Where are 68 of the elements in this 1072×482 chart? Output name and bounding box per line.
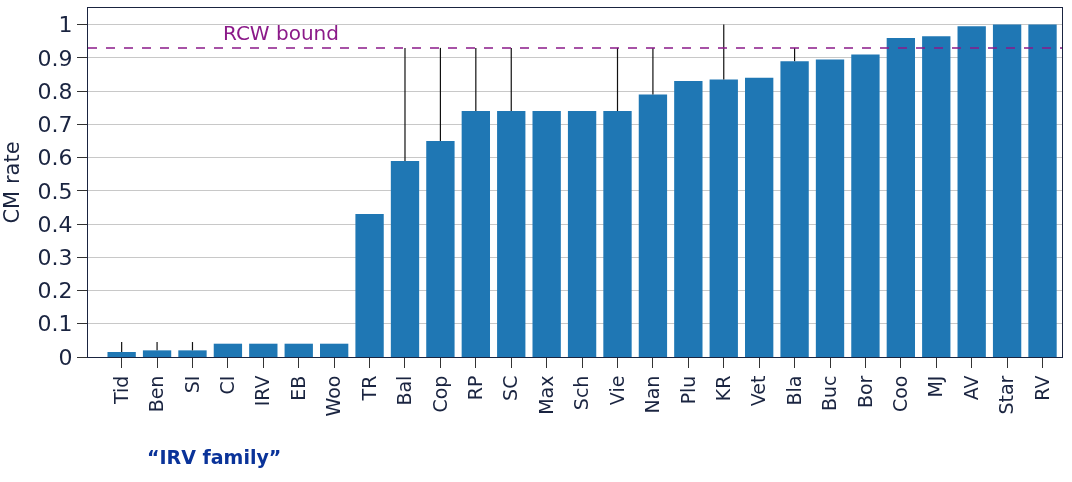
y-tick-label: 0.8 xyxy=(37,78,73,104)
bar xyxy=(638,94,668,357)
y-tick-label: 0 xyxy=(58,344,73,370)
bar xyxy=(886,37,916,357)
bar xyxy=(426,140,455,357)
bar xyxy=(603,111,632,357)
y-tick-label: 0.7 xyxy=(37,112,73,138)
x-tick-label: Vet xyxy=(747,375,770,407)
bar xyxy=(957,26,986,357)
y-tick-label: 0.5 xyxy=(37,178,73,204)
y-tick-label: 0.6 xyxy=(37,145,73,171)
bar xyxy=(319,343,349,357)
x-tick-label: Buc xyxy=(818,375,841,412)
x-tick-label: Tid xyxy=(109,375,132,405)
y-tick-label: 0.9 xyxy=(37,45,73,71)
y-tick-label: 0.4 xyxy=(37,211,73,237)
x-tick-label: EB xyxy=(286,375,309,401)
bar xyxy=(532,111,561,357)
bar xyxy=(674,81,703,357)
bar xyxy=(992,24,1022,357)
bar xyxy=(178,350,207,357)
x-tick-label: Ben xyxy=(145,375,168,413)
bar xyxy=(851,54,880,357)
x-tick-label: Vie xyxy=(605,375,628,406)
bar xyxy=(284,343,313,357)
x-tick-label: RV xyxy=(1030,375,1053,401)
x-tick-label: Star xyxy=(995,375,1018,415)
x-tick-label: Coo xyxy=(889,375,912,413)
x-tick-label: Bal xyxy=(393,375,416,406)
bar xyxy=(709,79,738,357)
bar xyxy=(249,343,278,357)
x-tick-label: Sch xyxy=(570,375,593,411)
y-tick-label: 0.1 xyxy=(37,311,73,337)
x-tick-label: SI xyxy=(180,375,203,394)
x-tick-label: Plu xyxy=(676,375,699,405)
bar xyxy=(107,352,136,357)
x-tick-label: CI xyxy=(216,375,239,395)
y-tick-label: 0.2 xyxy=(37,278,73,304)
y-axis-title: CM rate xyxy=(0,141,24,224)
bar xyxy=(497,111,526,357)
x-tick-label: KR xyxy=(711,375,734,402)
bar xyxy=(1028,24,1057,357)
x-tick-label: AV xyxy=(959,375,982,401)
x-tick-label: MJ xyxy=(924,375,947,398)
x-tick-label: Cop xyxy=(428,375,451,413)
x-tick-label: RP xyxy=(464,375,486,401)
text: “IRV family” xyxy=(147,446,282,468)
x-tick-label: Bla xyxy=(782,375,805,406)
ref-line-label: RCW bound xyxy=(223,21,339,45)
bar xyxy=(142,350,172,357)
x-tick-label: Max xyxy=(534,375,557,415)
x-tick-label: Woo xyxy=(322,375,345,417)
bar xyxy=(922,36,951,357)
bar xyxy=(461,111,490,357)
x-tick-label: TR xyxy=(357,375,380,402)
bar xyxy=(355,214,384,357)
bar xyxy=(567,111,597,357)
bar xyxy=(745,77,774,357)
x-tick-label: Bor xyxy=(853,375,876,409)
y-tick-label: 0.3 xyxy=(37,244,73,270)
x-tick-label: SC xyxy=(499,375,522,401)
bar xyxy=(213,343,243,357)
x-tick-label: IRV xyxy=(251,375,274,407)
bar xyxy=(780,61,809,357)
y-tick-label: 1 xyxy=(58,12,73,38)
bar xyxy=(815,59,845,357)
bar xyxy=(390,160,420,357)
x-tick-label: Nan xyxy=(641,375,664,414)
